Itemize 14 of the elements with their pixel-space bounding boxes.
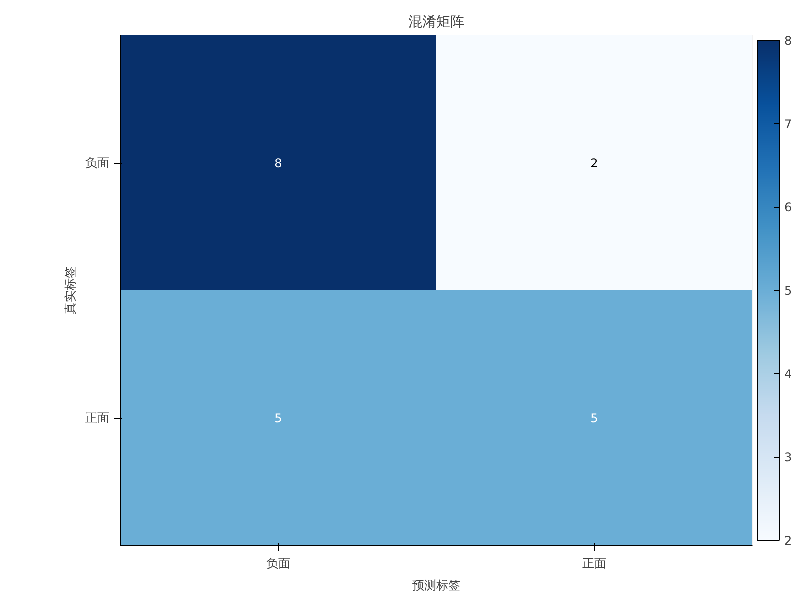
chart-title: 混淆矩阵: [408, 14, 464, 30]
color-bar-label: 5: [784, 284, 792, 298]
color-bar-label: 3: [784, 450, 792, 465]
color-bar-label: 6: [784, 200, 792, 215]
data-label: 5: [274, 412, 282, 426]
color-bar-label: 7: [784, 117, 792, 132]
data-label: 5: [590, 412, 598, 426]
data-label: 8: [274, 156, 282, 170]
y-axis-title: 真实标签: [64, 266, 78, 314]
x-axis-title: 预测标签: [412, 578, 460, 592]
color-bar-label: 8: [784, 34, 792, 48]
data-label: 2: [590, 156, 598, 170]
color-bar-label: 2: [784, 534, 792, 548]
color-bar-label: 4: [784, 367, 792, 382]
